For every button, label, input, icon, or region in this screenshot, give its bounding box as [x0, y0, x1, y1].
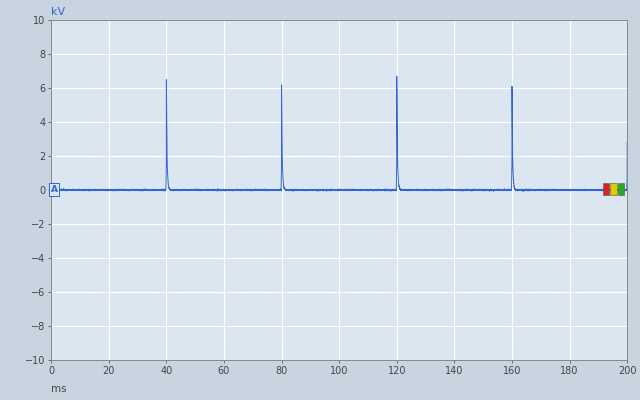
FancyBboxPatch shape	[611, 182, 617, 196]
FancyBboxPatch shape	[603, 182, 609, 196]
Text: A: A	[51, 185, 58, 194]
Text: kV: kV	[51, 7, 65, 17]
FancyBboxPatch shape	[618, 182, 625, 196]
Text: ms: ms	[51, 384, 67, 394]
